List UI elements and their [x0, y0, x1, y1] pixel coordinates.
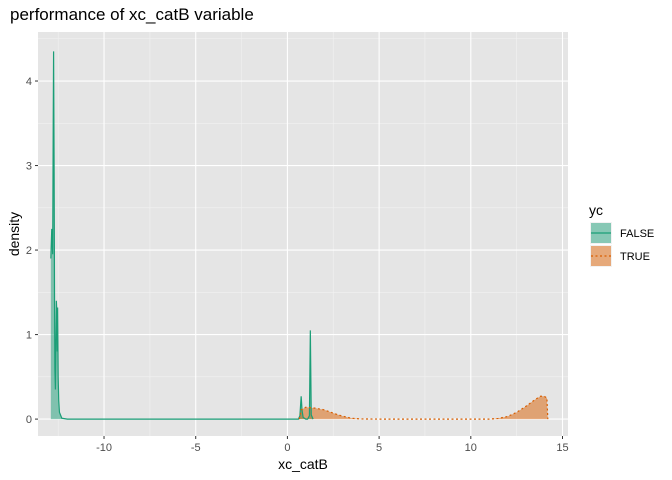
y-tick-label: 4	[26, 76, 32, 88]
density-lines	[50, 51, 549, 420]
density-line-true	[298, 395, 549, 420]
density-area-true	[299, 396, 548, 420]
x-tick-label: 10	[465, 442, 477, 454]
y-tick-label: 2	[26, 245, 32, 257]
legend-title: yc	[589, 202, 603, 218]
legend-item-true: TRUE	[590, 245, 650, 267]
grid-minor	[38, 32, 568, 436]
legend-item-false: FALSE	[590, 222, 654, 244]
x-axis-title: xc_catB	[278, 456, 328, 472]
density-line-false	[50, 51, 314, 420]
x-tick-label: 15	[556, 442, 568, 454]
y-axis-title: density	[6, 212, 22, 256]
y-tick-label: 3	[26, 161, 32, 173]
plot-panel	[38, 32, 568, 436]
x-tick-label: 5	[376, 442, 382, 454]
y-axis: 0 1 2 3 4	[26, 76, 38, 426]
y-tick-label: 0	[26, 414, 32, 426]
x-axis: -10 -5 0 5 10 15	[96, 436, 569, 454]
density-areas	[50, 51, 548, 420]
legend: yc FALSE TRUE	[589, 202, 654, 267]
x-tick-label: 0	[284, 442, 290, 454]
chart-title: performance of xc_catB variable	[10, 5, 254, 24]
y-tick-label: 1	[26, 330, 32, 342]
x-tick-label: -10	[96, 442, 112, 454]
legend-label: FALSE	[620, 228, 654, 240]
x-tick-label: -5	[191, 442, 201, 454]
legend-keys: FALSE TRUE	[590, 222, 654, 267]
legend-label: TRUE	[620, 251, 650, 263]
